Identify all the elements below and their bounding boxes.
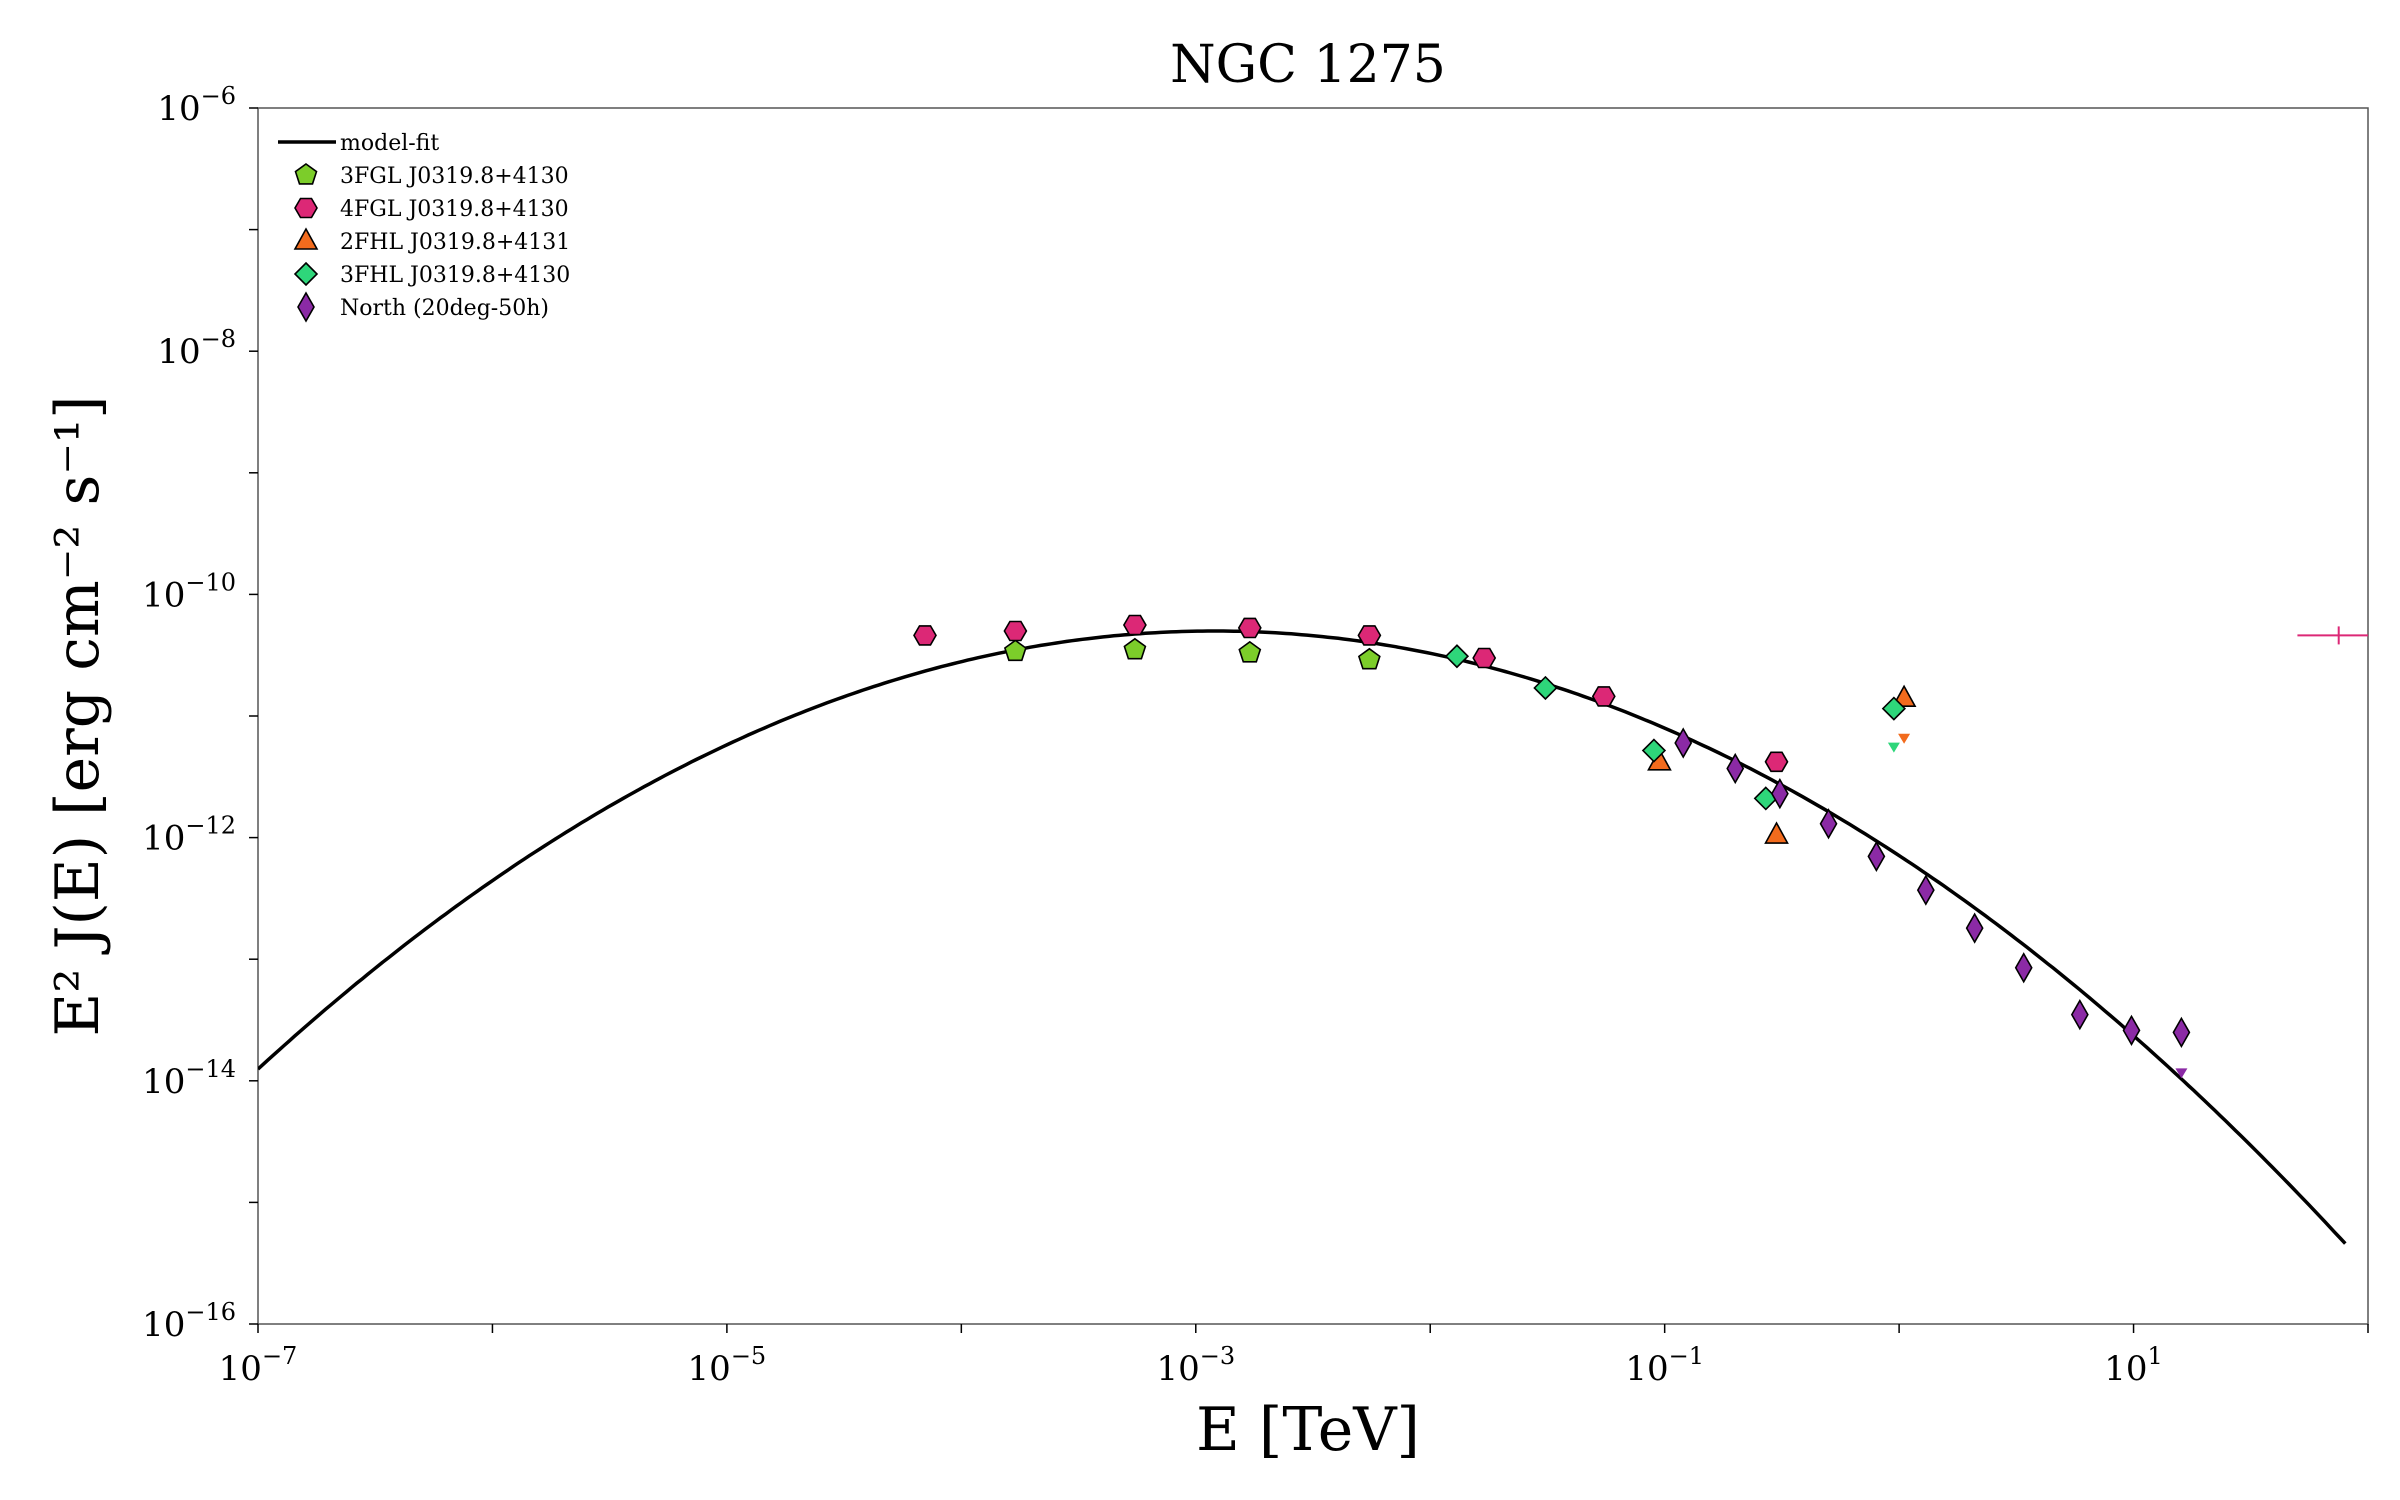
x-axis-label: E [TeV] bbox=[1196, 1395, 1420, 1465]
data-point bbox=[1357, 625, 1382, 646]
y-tick-label: 10−10 bbox=[142, 568, 236, 615]
data-point bbox=[1472, 647, 1497, 669]
y-tick-label: 10−8 bbox=[157, 325, 236, 372]
model-fit-line bbox=[258, 629, 2347, 1245]
x-tick-label: 10−3 bbox=[1156, 1342, 1235, 1389]
upper-limit-marker bbox=[2175, 1068, 2188, 1079]
data-point bbox=[2070, 999, 2089, 1031]
legend-label: North (20deg-50h) bbox=[340, 296, 549, 321]
x-tick-label: 10−1 bbox=[1625, 1342, 1704, 1389]
plot-frame bbox=[257, 107, 2369, 1325]
y-axis-label: E² J(E) [erg cm⁻² s⁻¹] bbox=[43, 396, 113, 1037]
y-tick-label: 10−16 bbox=[142, 1298, 236, 1345]
x-tick-label: 101 bbox=[2104, 1342, 2163, 1389]
legend-marker bbox=[297, 291, 315, 323]
legend-marker bbox=[294, 197, 318, 219]
data-point bbox=[1533, 675, 1558, 701]
legend: model-fit 3FGL J0319.8+4130 4FGL J0319.8+4… bbox=[278, 131, 570, 323]
y-tick-label: 10−6 bbox=[157, 82, 236, 129]
y-tick-label: 10−14 bbox=[142, 1055, 236, 1102]
data-point bbox=[1674, 727, 1693, 759]
x-tick-label: 10−7 bbox=[219, 1342, 298, 1389]
legend-label: 2FHL J0319.8+4131 bbox=[340, 230, 570, 255]
data-point bbox=[1867, 840, 1886, 873]
data-point bbox=[1237, 617, 1262, 639]
plot-area bbox=[258, 614, 2368, 1245]
data-point bbox=[1965, 912, 1984, 944]
legend-label: 3FHL J0319.8+4130 bbox=[340, 263, 570, 288]
data-point bbox=[2122, 1014, 2141, 1046]
data-point bbox=[1770, 778, 1789, 810]
data-point bbox=[1003, 620, 1028, 642]
data-point bbox=[1764, 751, 1789, 773]
data-point bbox=[1916, 874, 1935, 906]
legend-label: model-fit bbox=[340, 131, 439, 156]
data-point bbox=[1819, 808, 1838, 840]
legend-marker bbox=[293, 261, 319, 287]
data-point bbox=[1122, 614, 1147, 636]
legend-label: 3FGL J0319.8+4130 bbox=[340, 164, 569, 189]
data-point bbox=[1444, 644, 1470, 669]
legend-label: 4FGL J0319.8+4130 bbox=[340, 197, 569, 222]
data-point bbox=[1003, 639, 1027, 662]
data-point bbox=[1764, 821, 1789, 844]
data-point bbox=[1726, 752, 1745, 785]
y-tick-label: 10−12 bbox=[142, 812, 236, 859]
data-point bbox=[1123, 637, 1147, 660]
data-point bbox=[1591, 686, 1616, 707]
data-point bbox=[2172, 1016, 2191, 1049]
axis-ticks: 10−7 10−5 10−3 10−1 101 10−16 10−14 10−12 10−10 1… bbox=[142, 82, 2369, 1389]
x-tick-label: 10−5 bbox=[688, 1342, 767, 1389]
data-point bbox=[913, 625, 937, 646]
chart-title: NGC 1275 bbox=[1170, 35, 1446, 95]
data-point bbox=[1238, 640, 1262, 663]
data-point bbox=[1881, 696, 1907, 721]
data-point bbox=[2014, 952, 2033, 984]
data-point bbox=[1357, 647, 1381, 670]
upper-limit-marker bbox=[1887, 742, 1900, 753]
data-point bbox=[1641, 738, 1667, 763]
legend-marker bbox=[293, 227, 319, 250]
legend-marker bbox=[294, 163, 318, 185]
upper-limit-marker bbox=[1898, 733, 1911, 744]
